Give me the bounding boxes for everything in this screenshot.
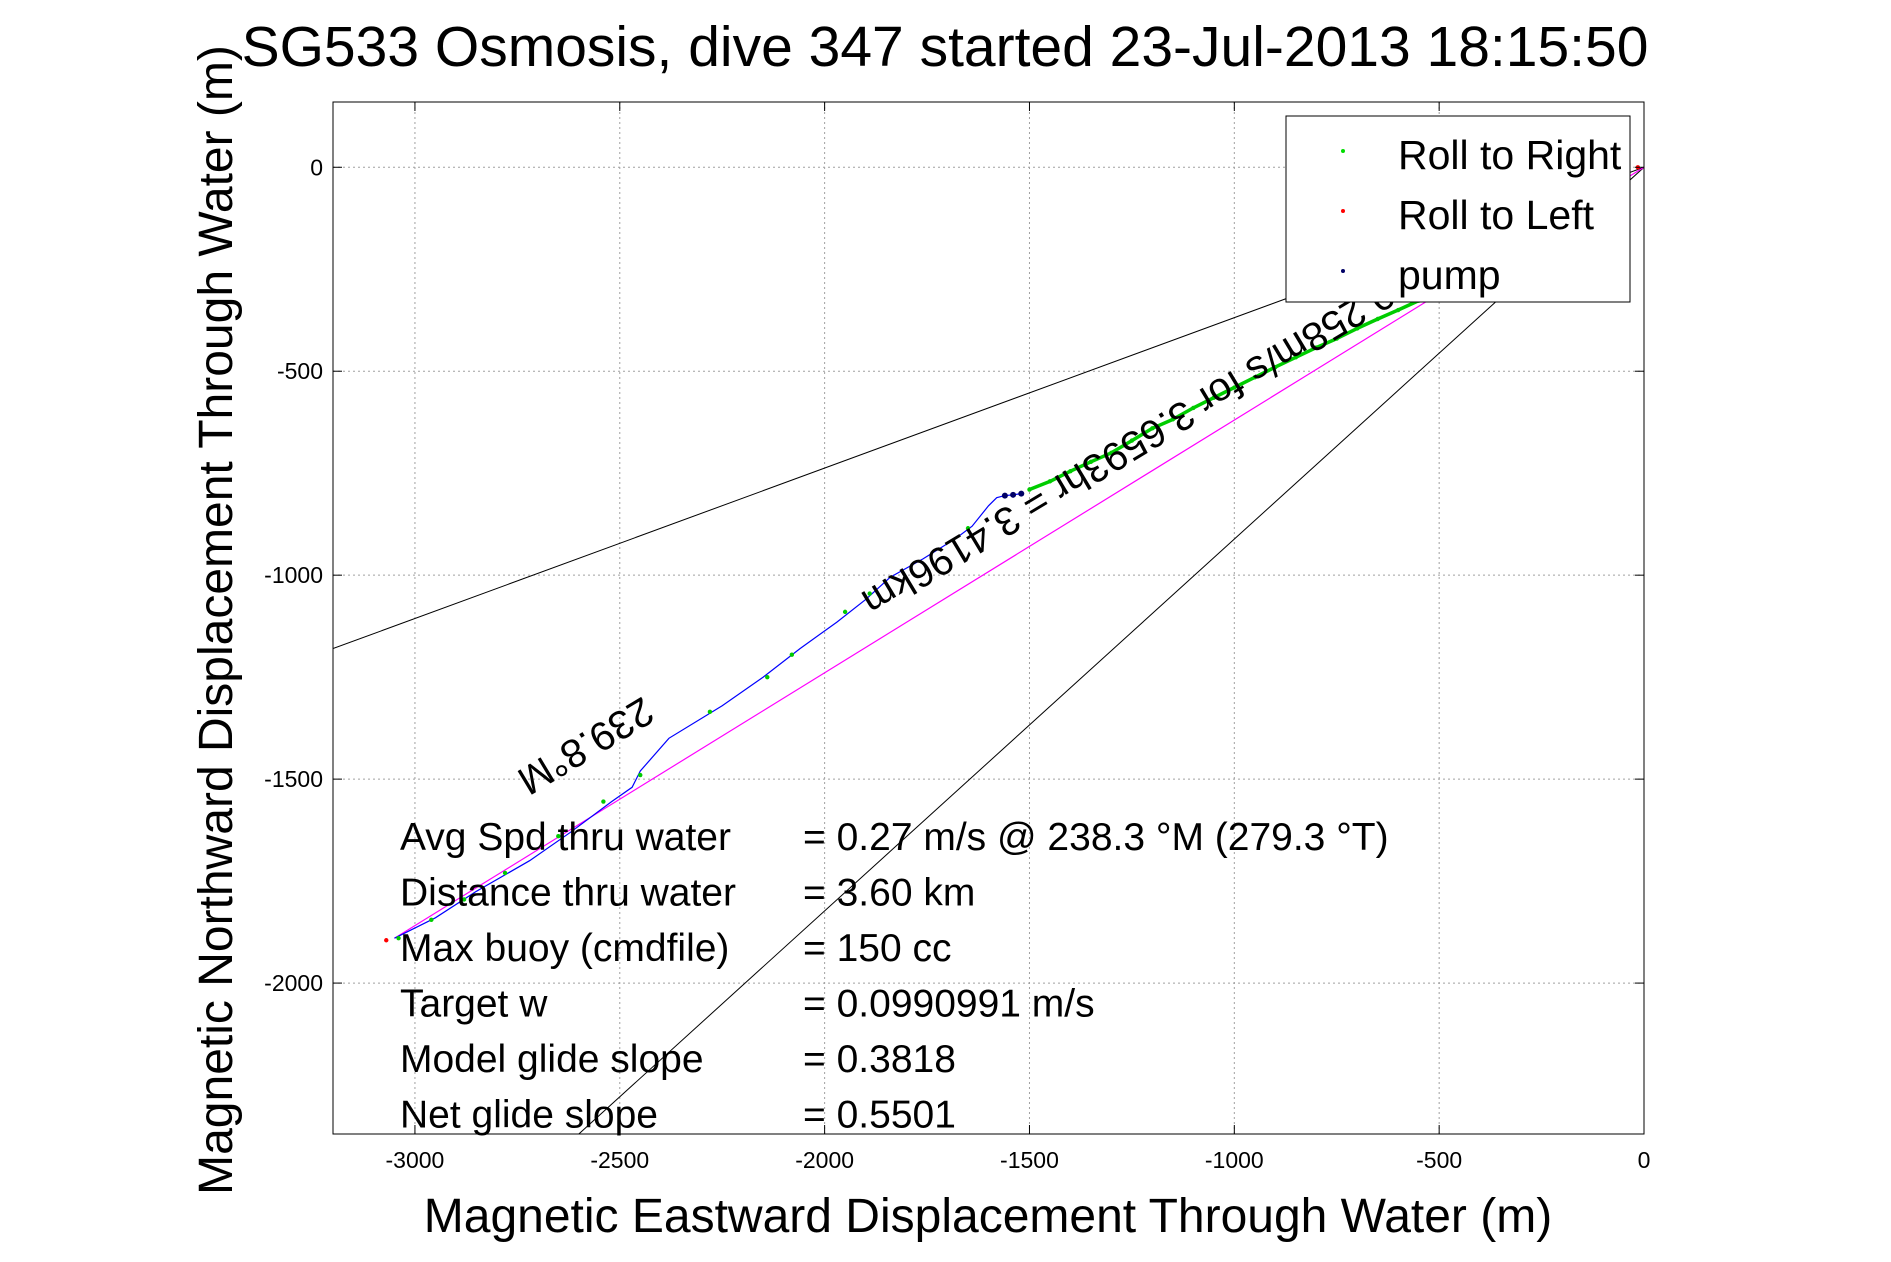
data-point <box>965 526 971 531</box>
legend-label: Roll to Right <box>1398 132 1622 178</box>
data-point <box>384 938 389 943</box>
data-point <box>1170 417 1176 422</box>
data-point <box>1047 479 1053 484</box>
data-point <box>1010 491 1017 498</box>
y-axis-label: Magnetic Northward Displacement Through … <box>190 45 243 1195</box>
data-point <box>461 897 467 902</box>
data-point <box>556 834 561 839</box>
y-tick-label: -1000 <box>264 562 323 588</box>
data-point <box>842 609 848 615</box>
series-layer <box>384 165 1641 943</box>
cone-line-lower <box>578 166 1644 1134</box>
x-axis-label: Magnetic Eastward Displacement Through W… <box>424 1190 1552 1243</box>
stat-label: Max buoy (cmdfile) <box>400 927 729 970</box>
data-point <box>502 870 508 876</box>
data-point <box>1252 375 1257 380</box>
y-tick-labels: 0 -500 -1000 -1500 -2000 <box>264 154 323 996</box>
data-point <box>1395 307 1401 313</box>
data-point <box>1109 450 1114 455</box>
stat-value: = 150 cc <box>803 927 952 970</box>
legend-marker <box>1341 269 1345 273</box>
x-tick-label: 0 <box>1638 1147 1651 1173</box>
x-tick-label: -2500 <box>590 1147 649 1173</box>
y-tick-label: 0 <box>310 154 323 180</box>
legend: Roll to Right Roll to Left pump <box>1285 115 1631 303</box>
data-point <box>396 936 401 941</box>
data-point <box>1375 316 1380 322</box>
data-point <box>1293 355 1298 360</box>
stat-label: Net glide slope <box>400 1094 658 1137</box>
data-point <box>1355 326 1360 331</box>
chart-title: SG533 Osmosis, dive 347 started 23-Jul-2… <box>242 15 1649 79</box>
data-point <box>1150 426 1155 431</box>
data-point <box>707 709 713 715</box>
stat-label: Model glide slope <box>400 1038 704 1081</box>
track-layer <box>394 493 1022 939</box>
data-point <box>1018 490 1025 497</box>
stats-block: Avg Spd thru water = 0.27 m/s @ 238.3 °M … <box>400 816 1389 1137</box>
data-point <box>1232 385 1237 390</box>
stat-value: = 3.60 km <box>803 872 975 915</box>
series-roll-to-left <box>384 165 1641 943</box>
stat-value: = 0.3818 <box>803 1038 956 1081</box>
data-point <box>429 917 434 923</box>
stat-value: = 0.5501 <box>803 1094 956 1137</box>
data-point <box>1027 487 1032 492</box>
data-point <box>601 799 606 804</box>
stat-label: Target w <box>400 983 548 1026</box>
y-tick-label: -500 <box>277 358 323 384</box>
plot-frame <box>332 101 1645 1135</box>
data-point <box>867 591 872 596</box>
x-tick-label: -3000 <box>386 1147 445 1173</box>
x-tick-labels: -3000 -2500 -2000 -1500 -1000 -500 0 <box>386 1147 1651 1173</box>
x-tick-label: -1000 <box>1205 1147 1264 1173</box>
glider-track <box>394 493 1022 939</box>
data-point <box>1088 459 1094 464</box>
data-point <box>638 772 643 778</box>
x-tick-label: -2000 <box>795 1147 854 1173</box>
legend-label: pump <box>1398 252 1501 298</box>
series-roll-to-right <box>396 289 1442 941</box>
data-point <box>1211 395 1217 400</box>
y-tick-label: -2000 <box>264 970 323 996</box>
x-tick-label: -500 <box>1416 1147 1462 1173</box>
legend-marker <box>1341 209 1345 213</box>
stat-label: Distance thru water <box>400 872 736 915</box>
data-point <box>1068 468 1073 474</box>
stat-label: Avg Spd thru water <box>400 816 731 859</box>
grid <box>333 102 1644 1134</box>
data-point <box>1314 345 1319 350</box>
stat-value: = 0.27 m/s @ 238.3 °M (279.3 °T) <box>803 816 1389 859</box>
data-point <box>1191 405 1196 411</box>
y-tick-label: -1500 <box>264 766 323 792</box>
x-tick-label: -1500 <box>1000 1147 1059 1173</box>
data-point <box>765 674 770 680</box>
legend-marker <box>1341 149 1345 153</box>
data-point <box>1001 492 1008 499</box>
data-point <box>1334 336 1339 341</box>
data-point <box>789 652 795 657</box>
data-point <box>1129 438 1135 443</box>
tick-marks <box>333 102 1645 1134</box>
stat-value: = 0.0990991 m/s <box>803 983 1095 1026</box>
series-pump <box>1001 490 1025 499</box>
data-point <box>1273 364 1278 370</box>
legend-label: Roll to Left <box>1398 192 1595 238</box>
